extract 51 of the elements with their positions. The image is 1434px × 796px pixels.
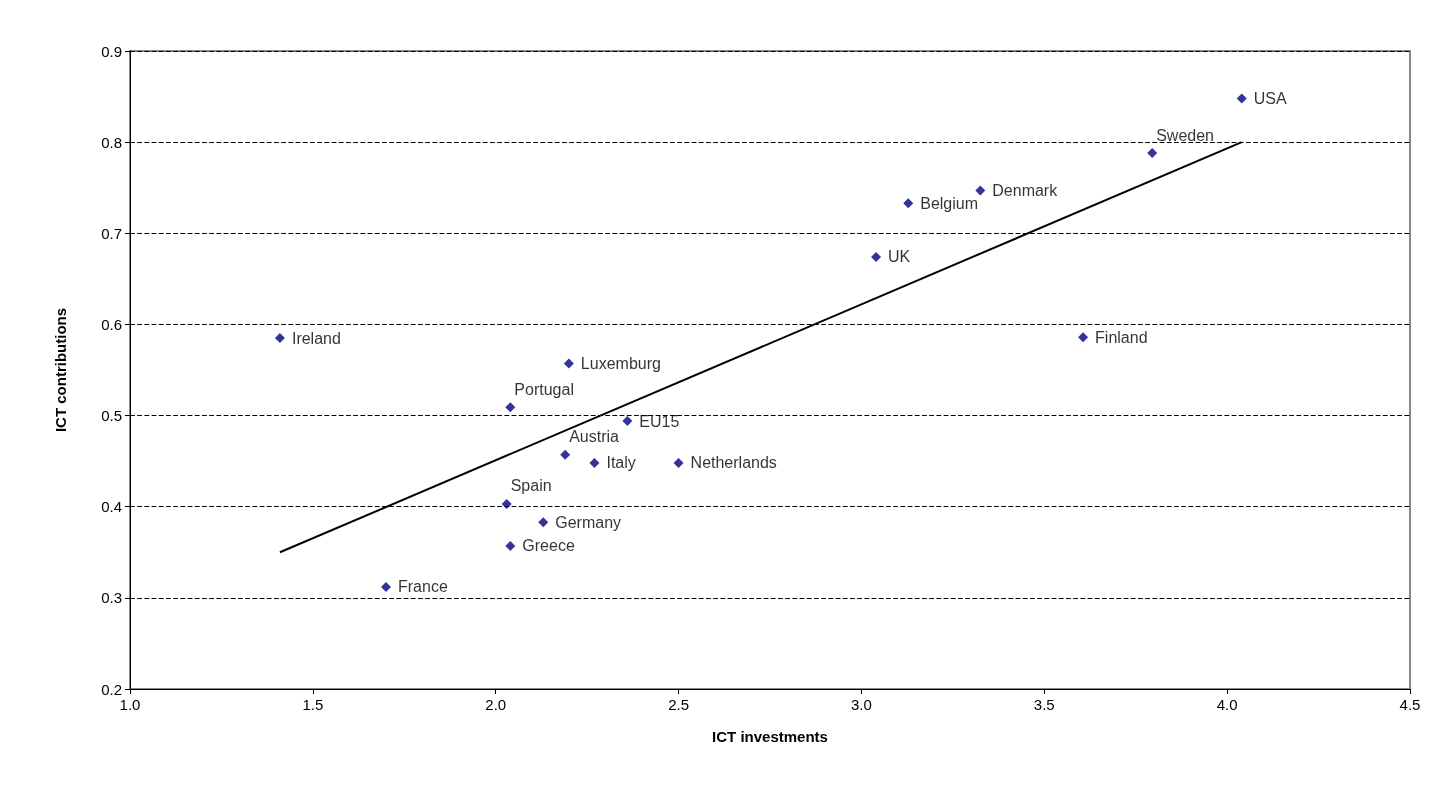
- point: [1078, 332, 1089, 343]
- y-tick-label: 0.6: [101, 315, 122, 333]
- y-tick-label: 0.9: [101, 42, 122, 60]
- annotation: France: [398, 578, 448, 596]
- point: [622, 416, 633, 427]
- annotation: Denmark: [992, 181, 1059, 199]
- annotation: Finland: [1095, 328, 1148, 346]
- point: [505, 402, 516, 413]
- annotation: Italy: [606, 454, 636, 472]
- y-tick-label: 0.5: [101, 407, 122, 425]
- point: [871, 251, 882, 262]
- annotation: Belgium: [920, 194, 979, 212]
- x-tick-label: 1.5: [302, 696, 324, 713]
- y-tick-label: 0.7: [101, 224, 122, 242]
- annotation: Ireland: [291, 329, 341, 347]
- y-tick-label: 0.3: [101, 589, 122, 607]
- y-tick-label: 0.2: [101, 680, 122, 698]
- annotation: UK: [888, 248, 911, 266]
- annotation: Sweden: [1156, 126, 1214, 144]
- point: [1147, 148, 1158, 159]
- x-tick-label: 4.5: [1399, 696, 1421, 713]
- x-tick-label: 3.5: [1033, 696, 1055, 713]
- annotation: Portugal: [514, 380, 574, 398]
- point: [1236, 93, 1247, 104]
- y-tick-label: 0.8: [101, 133, 122, 151]
- x-axis-title: ICT investments: [712, 728, 828, 745]
- annotation: Austria: [569, 428, 620, 446]
- point: [501, 498, 512, 509]
- point: [975, 185, 986, 196]
- annotation: Germany: [555, 513, 622, 531]
- annotation: Luxemburg: [580, 355, 661, 373]
- annotation: Netherlands: [690, 454, 777, 472]
- annotation: Greece: [522, 537, 575, 555]
- point: [673, 457, 684, 468]
- point: [505, 540, 516, 551]
- point: [381, 581, 391, 592]
- point: [589, 457, 600, 468]
- x-tick-label: 2.5: [668, 696, 689, 713]
- point: [538, 517, 549, 528]
- point: [903, 198, 914, 209]
- x-tick-label: 2.0: [485, 696, 507, 713]
- x-tick-label: 4.0: [1216, 696, 1238, 713]
- point: [560, 449, 571, 460]
- y-axis-title: ICT contributions: [52, 307, 69, 433]
- point: [274, 333, 285, 344]
- point: [563, 358, 574, 369]
- x-tick-label: 3.0: [851, 696, 872, 713]
- annotation: Spain: [510, 477, 552, 495]
- annotation: USA: [1253, 89, 1287, 107]
- y-tick-label: 0.4: [101, 498, 122, 516]
- x-tick-label: 1.0: [119, 696, 141, 713]
